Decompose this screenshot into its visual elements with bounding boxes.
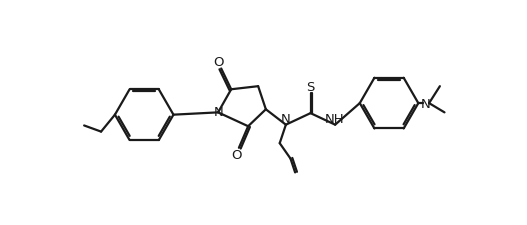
Text: O: O	[231, 148, 242, 162]
Text: N: N	[421, 97, 430, 110]
Text: N: N	[214, 106, 224, 119]
Text: O: O	[213, 56, 224, 69]
Text: NH: NH	[325, 112, 344, 126]
Text: S: S	[306, 81, 315, 94]
Text: N: N	[281, 112, 291, 126]
